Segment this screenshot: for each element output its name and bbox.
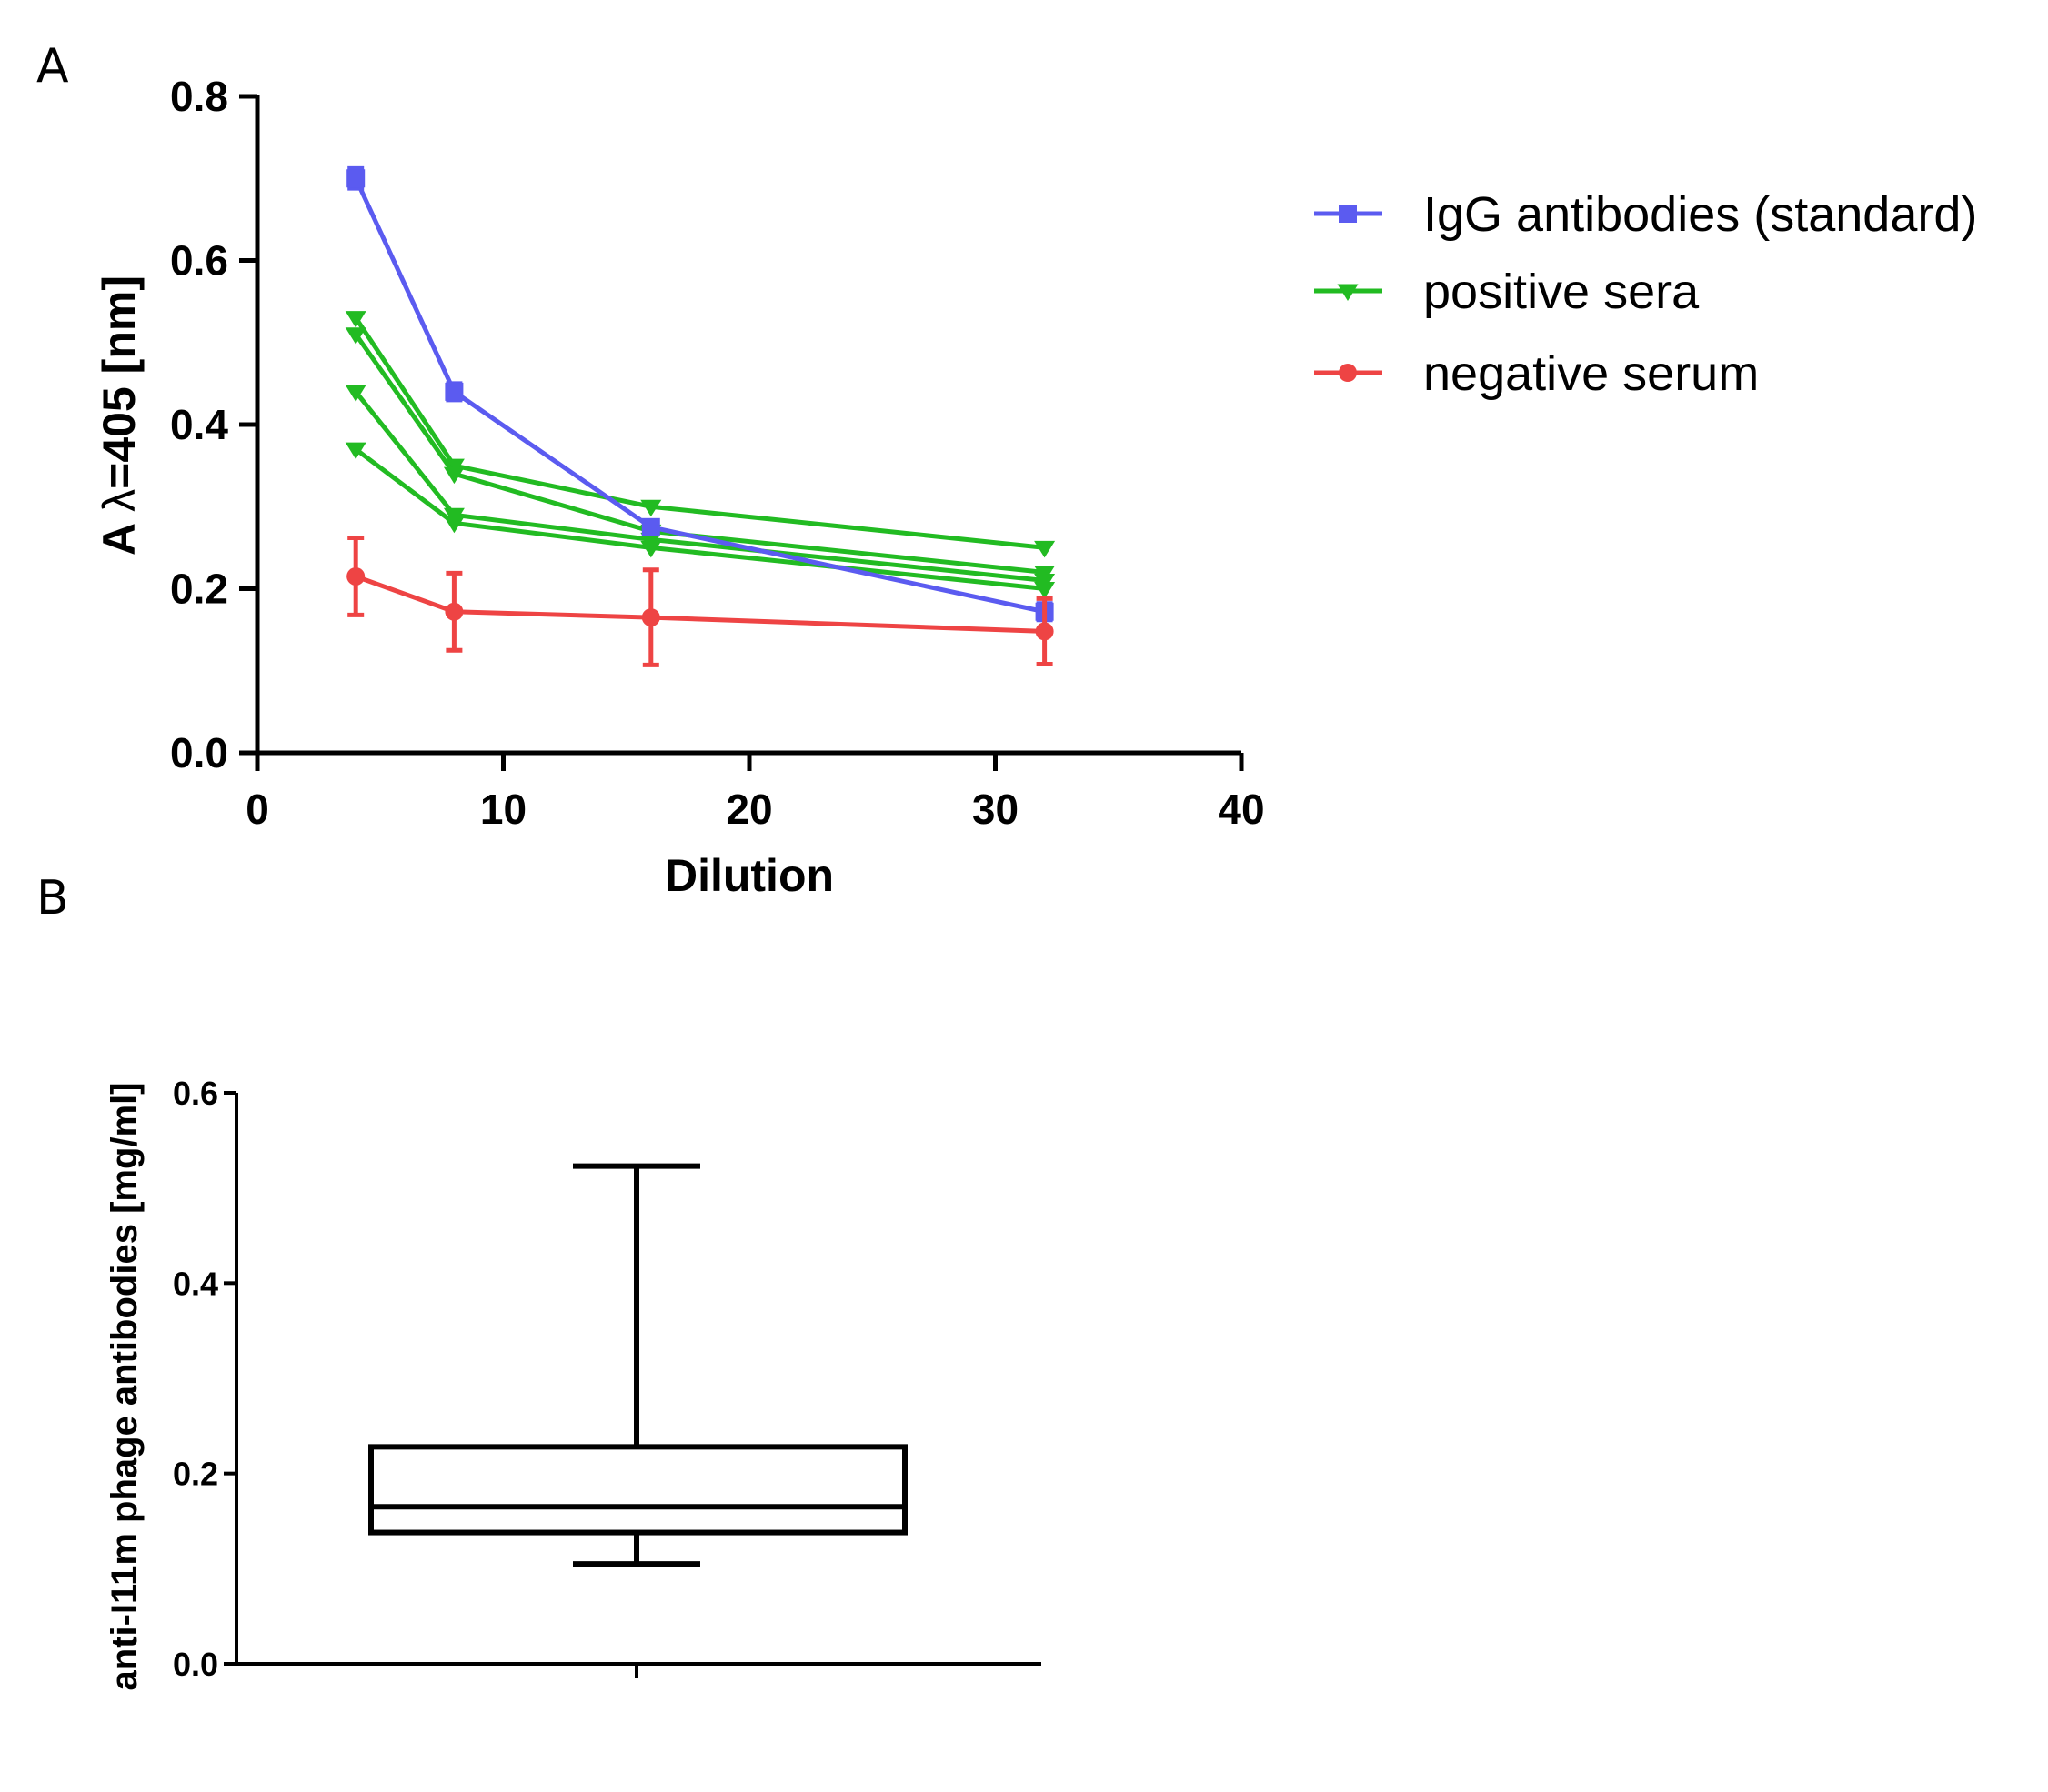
y-tick-label: 0.0 [170, 729, 228, 776]
legend-item: negative serum [1314, 346, 1759, 401]
data-point [640, 499, 662, 517]
data-point [445, 602, 464, 621]
y-tick-label: 0.0 [173, 1646, 218, 1683]
panel-b-axes [235, 1093, 1041, 1678]
series-line [355, 574, 1045, 634]
panel-a-x-ticks: 0 10 20 30 40 [246, 753, 1265, 833]
data-point [1035, 622, 1054, 641]
x-tick-label: 0 [246, 786, 269, 833]
data-point [346, 169, 366, 188]
series-igg-antibodies-standard- [346, 165, 1054, 623]
y-title-suffix: =405 [nm] [94, 275, 145, 489]
data-point [345, 311, 366, 328]
series-negative-serum [346, 536, 1054, 667]
data-point [640, 540, 662, 558]
legend-item: positive sera [1314, 265, 1700, 319]
x-tick-label: 20 [726, 786, 772, 833]
y-tick-label: 0.6 [170, 237, 228, 285]
panel-a-series [345, 165, 1056, 667]
series-line [353, 177, 1046, 615]
data-point [346, 566, 366, 586]
series-positive-sera [345, 385, 1056, 591]
series-line [354, 390, 1045, 583]
x-tick-label: 40 [1218, 786, 1264, 833]
data-point [641, 517, 660, 536]
legend: IgG antibodies (standard) positive sera ne… [1314, 187, 1977, 401]
data-point [641, 608, 660, 627]
data-point [443, 466, 465, 485]
box-iqr [368, 1444, 908, 1536]
legend-marker [1337, 284, 1359, 301]
panel-b: B 0.0 0.2 0.4 0.6 anti-I11m phage antibodie… [36, 871, 1041, 1690]
legend-item: IgG antibodies (standard) [1314, 187, 1977, 242]
x-tick-label: 10 [480, 786, 527, 833]
panel-a-x-axis-title: Dilution [665, 850, 834, 901]
legend-marker [1339, 364, 1357, 382]
panel-b-letter: B [36, 871, 69, 926]
panel-a-y-ticks: 0.0 0.2 0.4 0.6 0.8 [170, 73, 257, 776]
x-tick-label: 30 [972, 786, 1019, 833]
y-tick-label: 0.2 [170, 566, 228, 613]
data-point [345, 327, 366, 345]
y-tick-label: 0.4 [170, 401, 228, 448]
y-title-prefix: A [94, 512, 145, 556]
legend-marker [1339, 205, 1357, 223]
panel-a: A 0.0 0.2 0.4 0.6 0.8 0 10 20 30 40 Dilution A λ… [36, 39, 1977, 901]
series-positive-sera [345, 311, 1056, 558]
series-line [354, 316, 1045, 550]
y-tick-label: 0.2 [173, 1456, 218, 1493]
data-point [443, 516, 465, 534]
y-tick-label: 0.8 [170, 73, 228, 120]
panel-b-y-ticks: 0.0 0.2 0.4 0.6 [173, 1075, 236, 1683]
data-point [445, 382, 464, 401]
data-point [345, 442, 366, 460]
y-title-lambda: λ [94, 489, 145, 512]
data-point [1034, 540, 1056, 558]
data-point [1034, 582, 1056, 599]
panel-a-axes [255, 95, 1241, 756]
y-tick-label: 0.4 [173, 1265, 218, 1302]
y-tick-label: 0.6 [173, 1075, 218, 1112]
legend-label: IgG antibodies (standard) [1423, 187, 1977, 242]
panel-b-y-axis-title: anti-I11m phage antibodies [mg/ml] [105, 1083, 145, 1691]
series-line [354, 333, 1045, 575]
legend-label: negative serum [1423, 346, 1759, 401]
panel-a-letter: A [36, 39, 69, 94]
box-plot [368, 1163, 908, 1567]
panel-a-y-axis-title: A λ=405 [nm] [94, 275, 145, 556]
data-point [345, 385, 366, 402]
legend-label: positive sera [1423, 265, 1700, 319]
